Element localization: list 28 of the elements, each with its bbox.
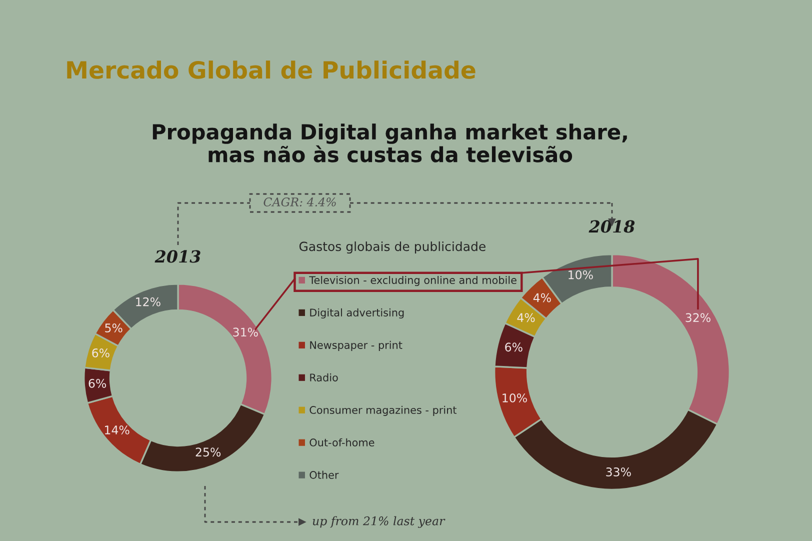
chart-title: Mercado Global de Publicidade [67, 60, 476, 79]
data-label: 32% [686, 313, 710, 322]
legend-label: Radio [310, 373, 338, 382]
legend-label: Out-of-home [310, 438, 374, 446]
legend-label: Television - excluding online and mobile [309, 276, 516, 286]
slice-label: 2013 [154, 250, 200, 263]
legend-label: Digital advertising [310, 308, 404, 319]
text: CAGR: 4.4% [264, 197, 336, 206]
text: up from 21% last year [312, 516, 446, 528]
data-label: 6% [92, 348, 110, 358]
data-label: 6% [505, 342, 522, 352]
data-label: 4% [517, 313, 535, 322]
legend-label: Other [310, 470, 339, 479]
data-label: 10% [568, 270, 593, 280]
legend-title: Gastos globais de publicidade [299, 241, 486, 254]
data-label: 12% [136, 297, 160, 306]
data-label: 14% [105, 426, 130, 434]
chart-subtitle: Propaganda Digital ganha market share, mas não às custas da televisão [152, 124, 627, 162]
data-label: 31% [233, 328, 258, 337]
data-label: 6% [88, 378, 106, 388]
legend-label: Consumer magazines - print [310, 406, 457, 416]
slice-label: 2018 [588, 220, 635, 233]
data-label: 4% [533, 293, 551, 302]
legend-label: Newspaper - print [310, 340, 402, 351]
data-label: 10% [502, 393, 527, 402]
data-label: 33% [606, 467, 631, 476]
data-label: 5% [105, 323, 122, 332]
data-label: 25% [196, 448, 221, 457]
